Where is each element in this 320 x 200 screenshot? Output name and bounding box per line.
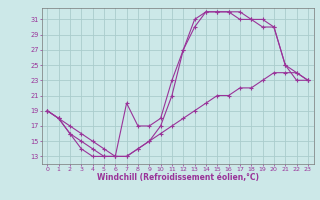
X-axis label: Windchill (Refroidissement éolien,°C): Windchill (Refroidissement éolien,°C) [97,173,259,182]
